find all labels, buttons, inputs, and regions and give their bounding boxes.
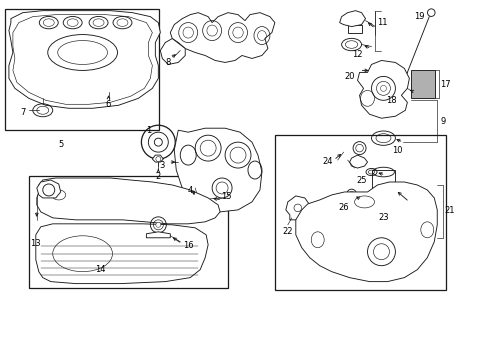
Text: 6: 6 bbox=[105, 100, 111, 109]
Text: 19: 19 bbox=[413, 12, 424, 21]
Circle shape bbox=[156, 222, 161, 227]
Polygon shape bbox=[146, 232, 170, 238]
Polygon shape bbox=[339, 11, 365, 27]
Text: 3: 3 bbox=[159, 161, 164, 170]
Text: 2: 2 bbox=[155, 171, 161, 180]
Polygon shape bbox=[152, 155, 163, 162]
Polygon shape bbox=[174, 128, 262, 212]
Polygon shape bbox=[37, 180, 61, 198]
Text: 24: 24 bbox=[322, 157, 332, 166]
Bar bbox=[15, 55, 25, 66]
Bar bbox=[371, 170, 395, 208]
Text: 13: 13 bbox=[30, 239, 41, 248]
Text: 21: 21 bbox=[443, 206, 453, 215]
Circle shape bbox=[154, 138, 162, 146]
Text: 16: 16 bbox=[183, 241, 193, 250]
Text: 5: 5 bbox=[58, 140, 63, 149]
Bar bbox=[5, 9, 159, 130]
Circle shape bbox=[348, 192, 353, 197]
Circle shape bbox=[380, 85, 386, 91]
Bar bbox=[347, 24, 361, 32]
Text: 26: 26 bbox=[338, 203, 348, 212]
Polygon shape bbox=[349, 155, 367, 168]
Text: 20: 20 bbox=[344, 72, 354, 81]
Polygon shape bbox=[37, 178, 220, 224]
Text: 12: 12 bbox=[351, 50, 362, 59]
Text: 17: 17 bbox=[439, 80, 449, 89]
Text: 1: 1 bbox=[145, 126, 151, 135]
Text: 22: 22 bbox=[282, 227, 292, 236]
Text: 7: 7 bbox=[20, 108, 25, 117]
Text: 14: 14 bbox=[95, 265, 105, 274]
Polygon shape bbox=[357, 60, 408, 118]
Bar bbox=[274, 135, 446, 289]
Text: 11: 11 bbox=[376, 18, 387, 27]
Text: 8: 8 bbox=[165, 58, 171, 67]
Text: 23: 23 bbox=[377, 213, 388, 222]
Polygon shape bbox=[36, 224, 208, 284]
Polygon shape bbox=[285, 196, 309, 220]
Text: 25: 25 bbox=[356, 176, 366, 185]
Text: 4: 4 bbox=[187, 186, 192, 195]
Text: 15: 15 bbox=[221, 193, 231, 202]
Text: 18: 18 bbox=[386, 96, 396, 105]
Polygon shape bbox=[170, 13, 274, 62]
Polygon shape bbox=[160, 39, 185, 64]
Text: 10: 10 bbox=[391, 145, 402, 154]
Polygon shape bbox=[9, 11, 160, 108]
Bar bbox=[29, 176, 227, 288]
Text: 9: 9 bbox=[440, 117, 445, 126]
Polygon shape bbox=[295, 182, 436, 282]
Circle shape bbox=[427, 9, 434, 17]
Bar bbox=[410, 71, 434, 98]
